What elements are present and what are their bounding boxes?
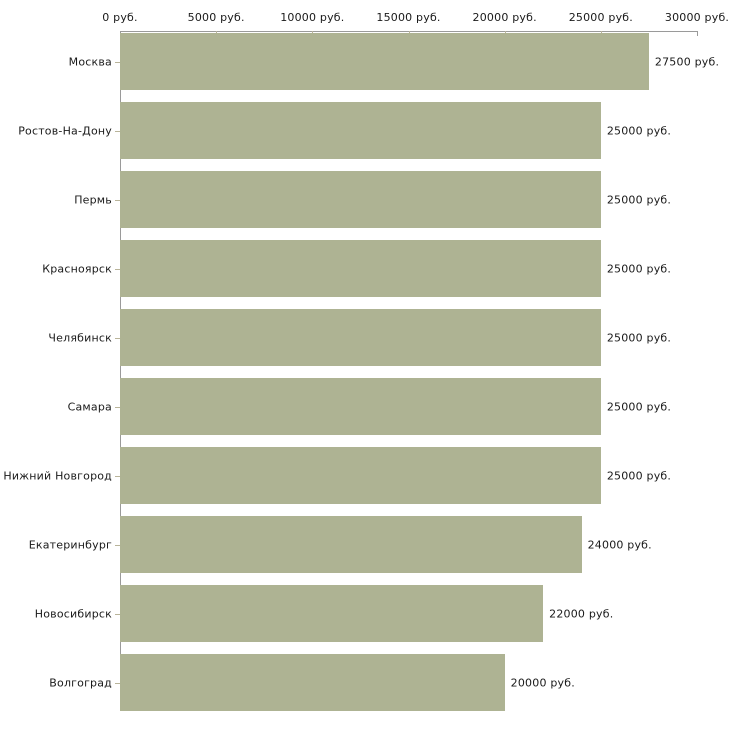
bar [120,33,649,91]
category-label: Самара [67,400,112,414]
bar [120,240,601,298]
bar-value-label: 24000 руб. [587,538,652,552]
bar-value-label: 22000 руб. [549,607,614,621]
category-label: Красноярск [42,262,112,276]
x-axis-tick-label: 25000 руб. [568,11,633,24]
bar-value-label: 25000 руб. [606,331,672,345]
x-axis-tick-label: 0 руб. [102,11,138,24]
x-axis-tick-label: 30000 руб. [664,11,730,24]
bar [120,102,601,160]
x-axis-tick-label: 20000 руб. [472,11,537,24]
y-axis-tick-mark [115,130,120,132]
bar-value-label: 20000 руб. [510,676,575,690]
x-axis-tick-mark [697,31,698,36]
y-axis-tick-mark [115,337,120,339]
x-axis-tick-label: 15000 руб. [376,11,441,24]
y-axis-tick-mark [115,544,120,546]
category-label: Пермь [74,193,112,207]
bar [120,654,505,712]
y-axis-tick-mark [115,406,120,408]
bar-value-label: 25000 руб. [606,469,672,483]
x-axis-tick-label: 10000 руб. [280,11,345,24]
category-label: Волгоград [49,676,112,690]
y-axis-tick-mark [115,61,120,63]
y-axis-tick-mark [115,199,120,201]
bar-value-label: 27500 руб. [654,55,720,69]
category-label: Новосибирск [34,607,112,621]
category-label: Нижний Новгород [3,469,112,483]
y-axis-tick-mark [115,268,120,270]
bar-value-label: 25000 руб. [606,262,672,276]
category-label: Екатеринбург [28,538,112,552]
y-axis-tick-mark [115,682,120,684]
bar [120,309,601,367]
x-axis-tick-label: 5000 руб. [187,11,245,24]
bar [120,378,601,436]
bar-value-label: 25000 руб. [606,124,672,138]
bar [120,585,544,643]
y-axis-tick-mark [115,613,120,615]
category-label: Ростов-На-Дону [18,124,112,138]
x-axis-tick-label-group: 0 руб. 5000 руб. 10000 руб. 15000 руб. 20000… [0,0,730,30]
bar [120,447,601,505]
category-label: Челябинск [48,331,112,345]
bar [120,171,601,229]
bar [120,516,582,574]
bar-value-label: 25000 руб. [606,193,672,207]
y-axis-tick-mark [115,475,120,477]
category-label: Москва [68,55,112,69]
bar-value-label: 25000 руб. [606,400,672,414]
